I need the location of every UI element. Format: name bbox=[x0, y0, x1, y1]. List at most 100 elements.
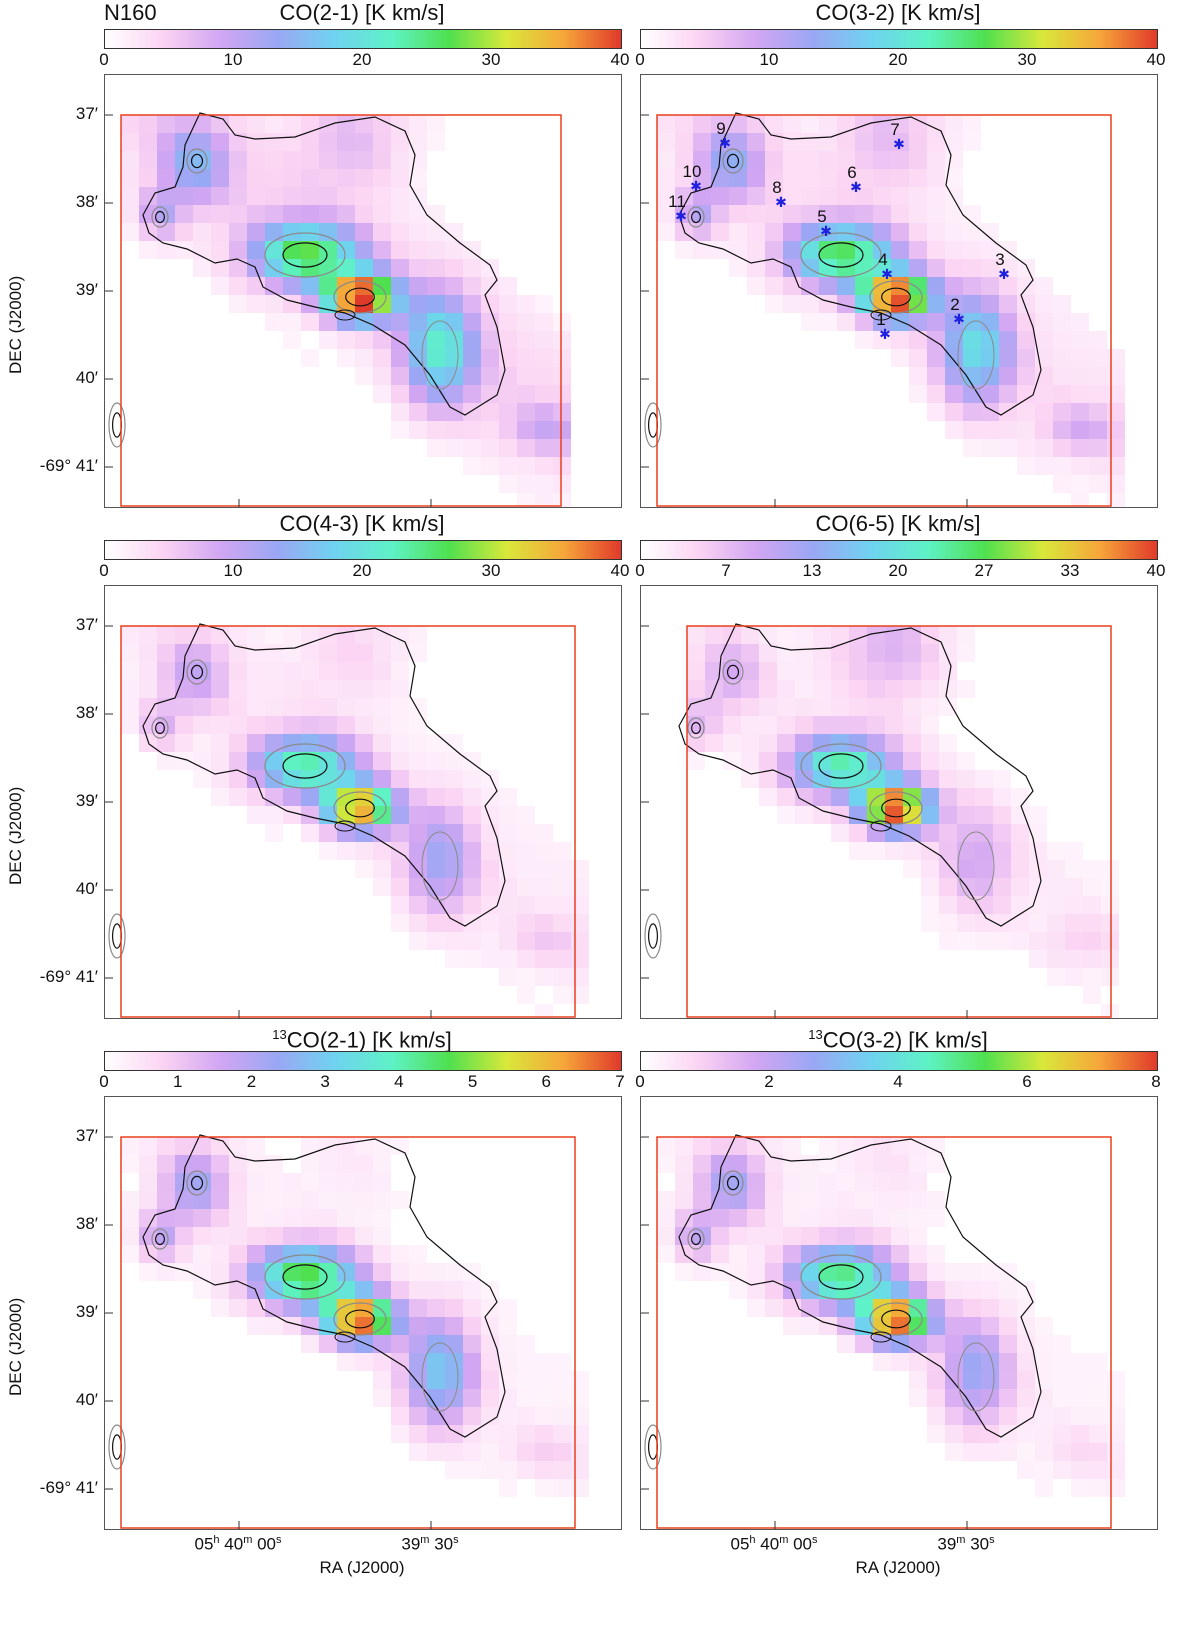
emission-pixel bbox=[481, 788, 499, 806]
emission-pixel bbox=[355, 644, 373, 662]
emission-pixel bbox=[301, 752, 319, 770]
grey-contour bbox=[644, 402, 662, 448]
ra-tick-number: 05 bbox=[730, 1534, 750, 1554]
emission-pixel bbox=[801, 1245, 819, 1263]
emission-pixel bbox=[963, 421, 981, 439]
emission-pixel bbox=[481, 824, 499, 842]
emission-pixel bbox=[229, 259, 247, 277]
emission-pixel bbox=[855, 331, 873, 349]
inner-contour bbox=[190, 1175, 204, 1191]
emission-pixel bbox=[193, 223, 211, 241]
emission-pixel bbox=[301, 313, 319, 331]
star-icon: ✱ bbox=[953, 312, 965, 328]
emission-pixel bbox=[993, 824, 1011, 842]
emission-pixel bbox=[945, 403, 963, 421]
emission-pixel bbox=[1029, 806, 1047, 824]
emission-pixel bbox=[945, 241, 963, 259]
emission-pixel bbox=[355, 1263, 373, 1281]
colorbar-tick-label: 20 bbox=[888, 561, 908, 580]
emission-pixel bbox=[535, 439, 553, 457]
dec-axis-title: DEC (J2000) bbox=[6, 786, 25, 885]
emission-pixel bbox=[445, 223, 463, 241]
inner-contour bbox=[881, 1309, 911, 1329]
emission-pixel bbox=[873, 331, 891, 349]
emission-pixel bbox=[1089, 439, 1107, 457]
emission-pixel bbox=[1083, 914, 1101, 932]
emission-pixel bbox=[445, 349, 463, 367]
emission-pixel bbox=[157, 1191, 175, 1209]
emission-pixel bbox=[873, 169, 891, 187]
emission-pixel bbox=[765, 1227, 783, 1245]
emission-pixel bbox=[319, 644, 337, 662]
emission-pixel bbox=[157, 680, 175, 698]
emission-pixel bbox=[939, 842, 957, 860]
emission-pixel bbox=[427, 770, 445, 788]
emission-pixel bbox=[121, 115, 139, 133]
emission-pixel bbox=[121, 626, 139, 644]
emission-pixel bbox=[319, 734, 337, 752]
emission-pixel bbox=[1017, 277, 1035, 295]
emission-pixel bbox=[301, 115, 319, 133]
dec-tick-label: 39′ bbox=[75, 280, 98, 299]
emission-pixel bbox=[783, 1317, 801, 1335]
emission-pixel bbox=[535, 295, 553, 313]
emission-pixel bbox=[729, 259, 747, 277]
emission-pixel bbox=[499, 950, 517, 968]
emission-pixel bbox=[373, 644, 391, 662]
coverage-box bbox=[656, 114, 1112, 507]
emission-pixel bbox=[813, 806, 831, 824]
emission-pixel bbox=[1047, 932, 1065, 950]
emission-pixel bbox=[855, 151, 873, 169]
emission-pixel bbox=[891, 223, 909, 241]
emission-pixel bbox=[873, 1299, 891, 1317]
emission-pixel bbox=[499, 457, 517, 475]
emission-pixel bbox=[427, 1317, 445, 1335]
emission-pixel bbox=[777, 626, 795, 644]
emission-pixel bbox=[1017, 331, 1035, 349]
emission-pixel bbox=[391, 734, 409, 752]
ra-tick-number: 40 bbox=[755, 1534, 780, 1554]
emission-pixel bbox=[337, 1173, 355, 1191]
emission-pixel bbox=[693, 169, 711, 187]
emission-pixel bbox=[373, 878, 391, 896]
emission-pixel bbox=[891, 187, 909, 205]
emission-pixel bbox=[463, 457, 481, 475]
emission-pixel bbox=[783, 187, 801, 205]
small-contour bbox=[870, 309, 892, 321]
emission-pixel bbox=[337, 770, 355, 788]
emission-pixel bbox=[1035, 1335, 1053, 1353]
emission-pixel bbox=[445, 806, 463, 824]
emission-pixel bbox=[409, 133, 427, 151]
star-icon: ✱ bbox=[690, 179, 702, 195]
emission-pixel bbox=[373, 1299, 391, 1317]
colorbar-tick-label: 8 bbox=[1151, 1072, 1161, 1091]
emission-pixel bbox=[373, 1353, 391, 1371]
emission-pixel bbox=[819, 1281, 837, 1299]
emission-pixel bbox=[301, 1155, 319, 1173]
colorbar-tick-label: 33 bbox=[1060, 561, 1080, 580]
emission-pixel bbox=[247, 698, 265, 716]
position-marker: ✱6 bbox=[847, 163, 862, 196]
emission-pixel bbox=[783, 151, 801, 169]
emission-pixel bbox=[777, 716, 795, 734]
emission-pixel bbox=[1065, 932, 1083, 950]
panel-13co32: 13CO(3-2) [K km/s] 0 2 4 6 8 bbox=[635, 1022, 1200, 1547]
emission-pixel bbox=[157, 151, 175, 169]
inner-contour bbox=[154, 721, 165, 735]
emission-pixel bbox=[517, 331, 535, 349]
emission-pixel bbox=[265, 752, 283, 770]
emission-pixel bbox=[831, 680, 849, 698]
emission-pixel bbox=[337, 1353, 355, 1371]
emission-pixel bbox=[319, 698, 337, 716]
star-icon: ✱ bbox=[719, 136, 731, 152]
emission-pixel bbox=[837, 1245, 855, 1263]
emission-pixel bbox=[765, 241, 783, 259]
emission-pixel bbox=[391, 295, 409, 313]
emission-pixel bbox=[535, 842, 553, 860]
emission-pixel bbox=[355, 169, 373, 187]
emission-pixel bbox=[957, 806, 975, 824]
emission-pixel bbox=[813, 644, 831, 662]
ra-tick-number: 30 bbox=[429, 1534, 454, 1554]
emission-pixel bbox=[265, 1191, 283, 1209]
inner-contour bbox=[154, 210, 165, 224]
